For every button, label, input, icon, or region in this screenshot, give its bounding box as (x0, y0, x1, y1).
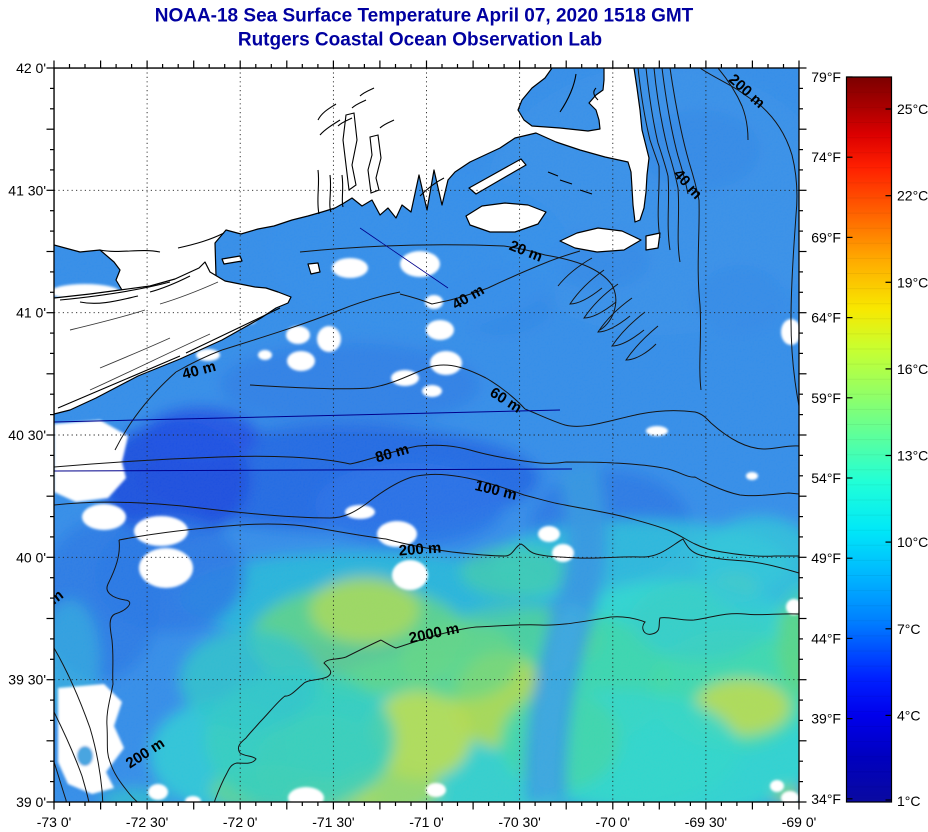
svg-text:-69 0': -69 0' (782, 814, 817, 830)
svg-text:-73 0': -73 0' (37, 814, 72, 830)
svg-text:-70 30': -70 30' (498, 814, 540, 830)
svg-text:-69 30': -69 30' (685, 814, 727, 830)
svg-text:25°C: 25°C (897, 101, 928, 117)
svg-text:4°C: 4°C (897, 707, 921, 723)
svg-text:10°C: 10°C (897, 534, 928, 550)
svg-text:40 0': 40 0' (16, 549, 46, 565)
svg-text:22°C: 22°C (897, 188, 928, 204)
svg-text:19°C: 19°C (897, 274, 928, 290)
svg-text:Rutgers Coastal Ocean Observat: Rutgers Coastal Ocean Observation Lab (238, 30, 602, 51)
svg-text:74°F: 74°F (811, 149, 841, 165)
svg-text:200 m: 200 m (398, 540, 442, 560)
svg-text:41 0': 41 0' (16, 305, 46, 321)
svg-text:7°C: 7°C (897, 621, 921, 637)
svg-text:59°F: 59°F (811, 390, 841, 406)
svg-text:13°C: 13°C (897, 448, 928, 464)
svg-text:40 30': 40 30' (8, 427, 46, 443)
svg-text:1°C: 1°C (897, 793, 921, 809)
svg-text:34°F: 34°F (811, 791, 841, 807)
svg-text:69°F: 69°F (811, 229, 841, 245)
svg-text:-72 0': -72 0' (223, 814, 258, 830)
svg-text:42 0': 42 0' (16, 60, 46, 76)
svg-text:-71 30': -71 30' (312, 814, 354, 830)
svg-text:39 30': 39 30' (8, 672, 46, 688)
svg-text:49°F: 49°F (811, 550, 841, 566)
svg-text:-70 0': -70 0' (596, 814, 631, 830)
svg-text:-71 0': -71 0' (409, 814, 444, 830)
svg-text:79°F: 79°F (811, 69, 841, 85)
svg-text:41 30': 41 30' (8, 182, 46, 198)
svg-text:NOAA-18 Sea Surface Temperatur: NOAA-18 Sea Surface Temperature April 07… (155, 6, 694, 27)
svg-text:39 0': 39 0' (16, 794, 46, 810)
svg-text:16°C: 16°C (897, 361, 928, 377)
svg-text:39°F: 39°F (811, 711, 841, 727)
svg-text:-72 30': -72 30' (126, 814, 168, 830)
svg-text:54°F: 54°F (811, 470, 841, 486)
svg-text:44°F: 44°F (811, 630, 841, 646)
svg-text:64°F: 64°F (811, 310, 841, 326)
